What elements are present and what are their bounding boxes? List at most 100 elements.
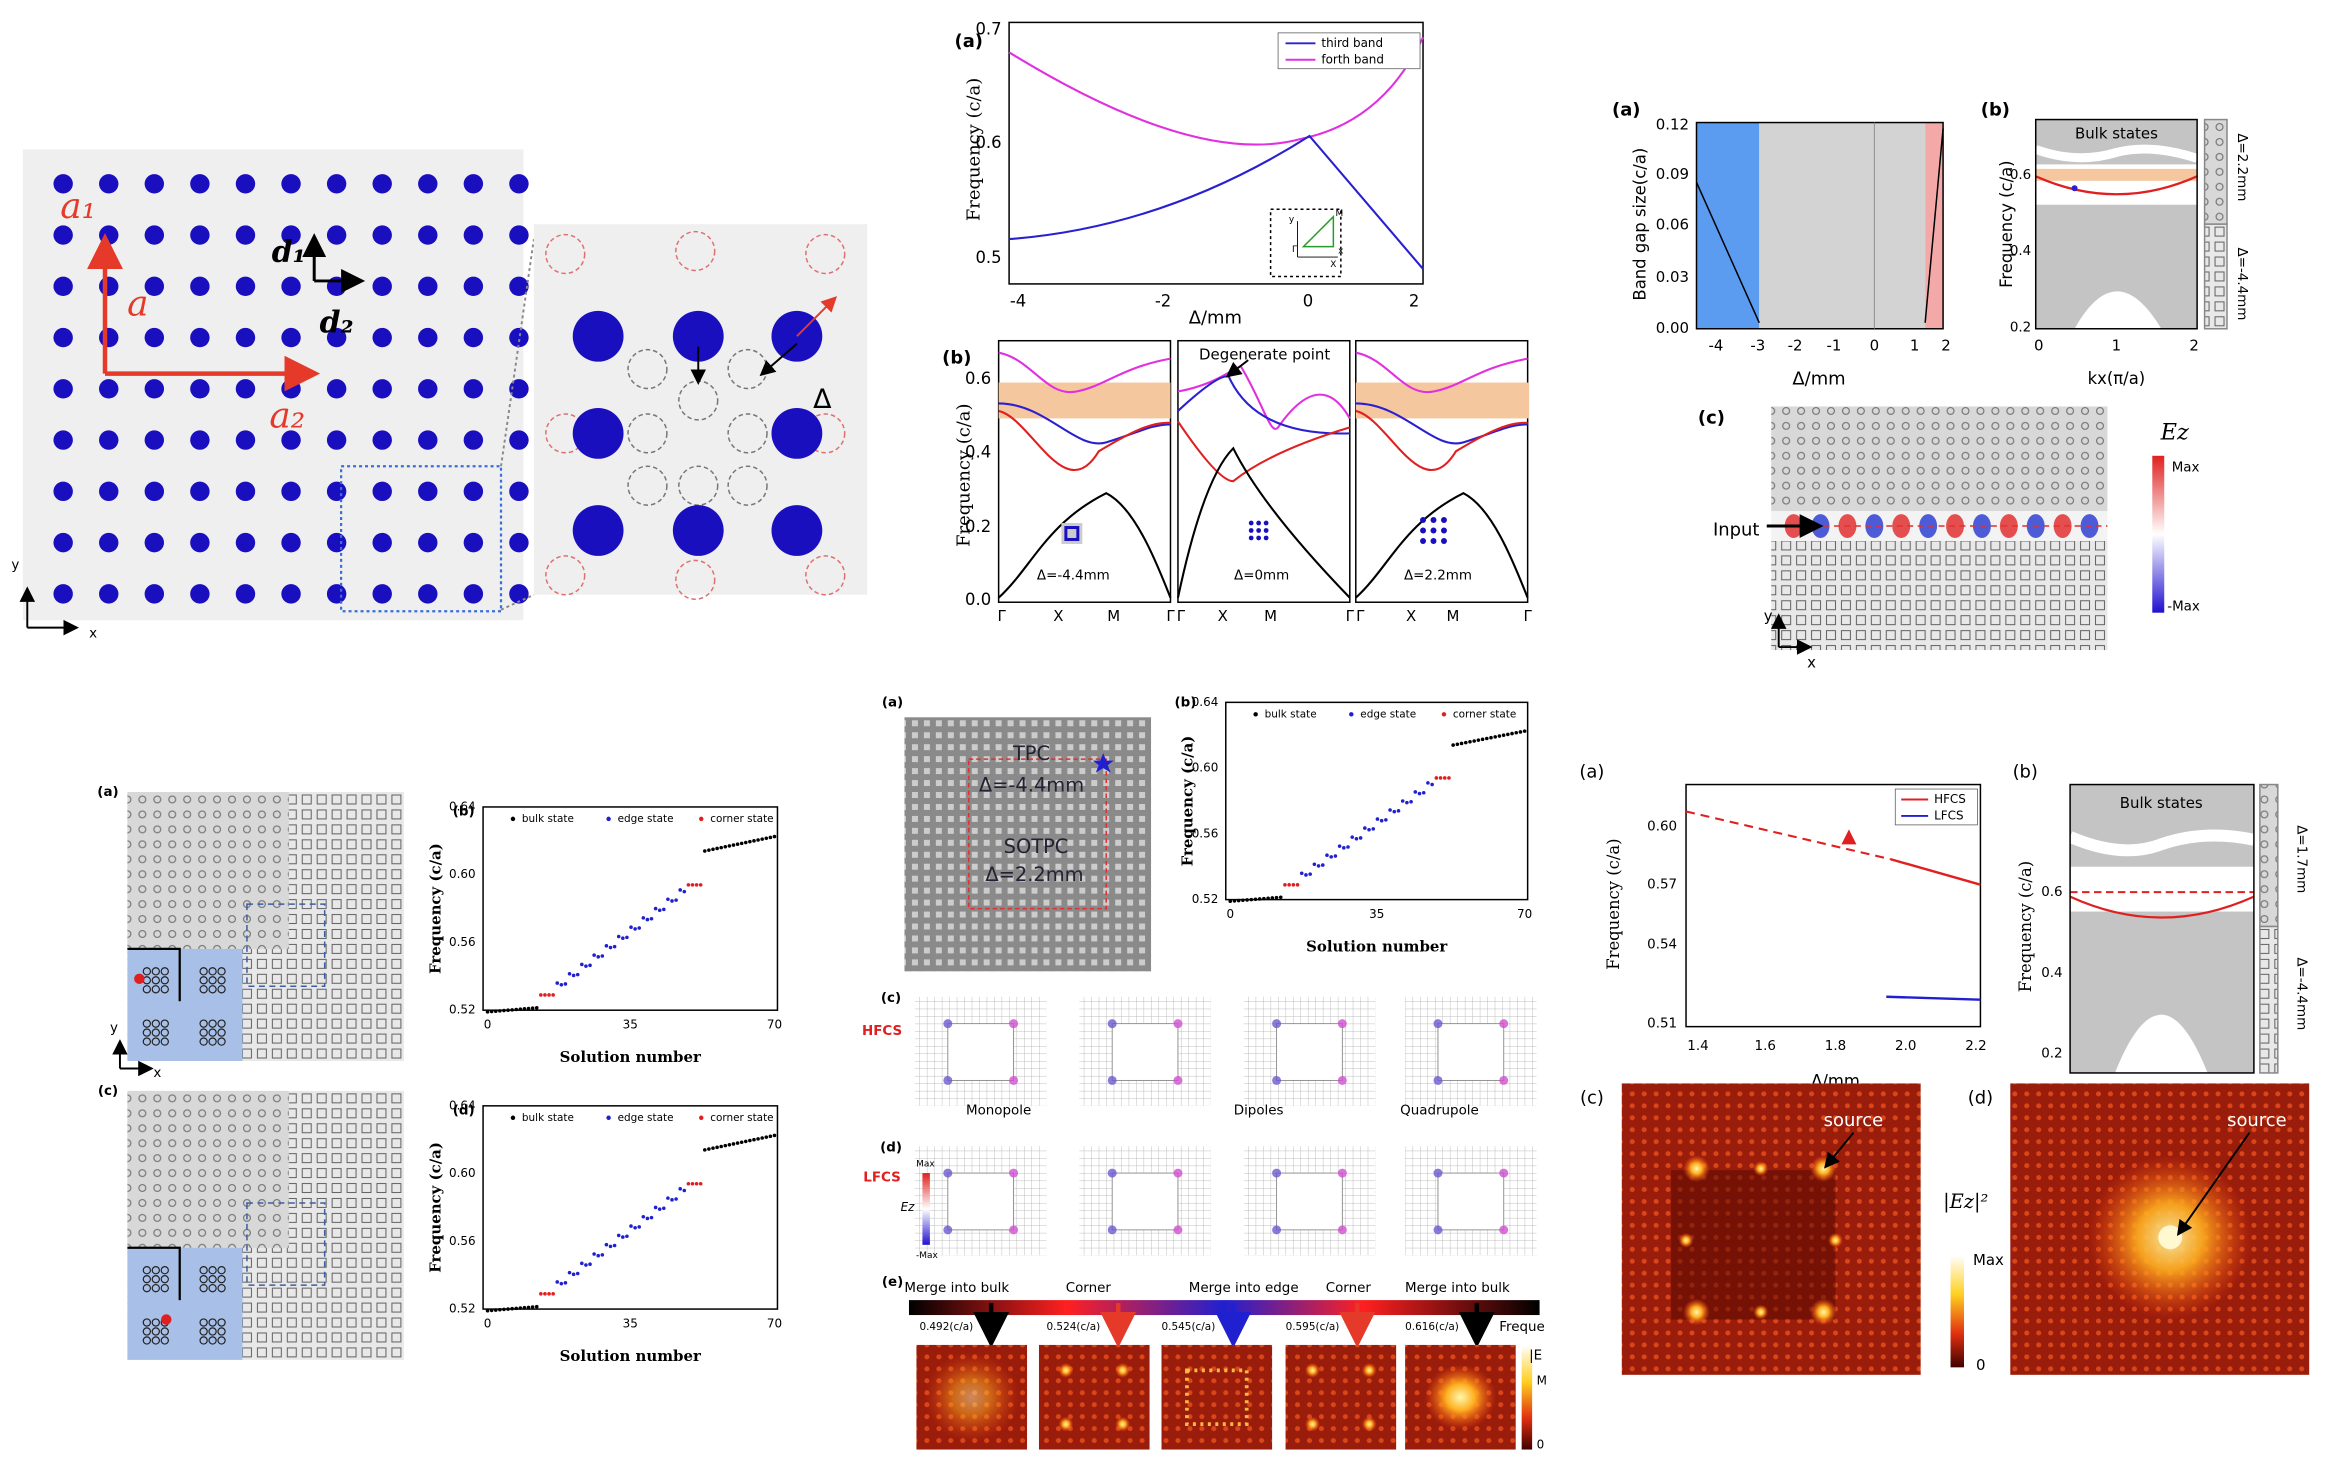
point bbox=[698, 883, 703, 887]
x-tick-label: Γ bbox=[1346, 607, 1355, 625]
dot bbox=[463, 276, 484, 297]
label: source bbox=[1824, 1110, 1884, 1131]
point bbox=[1417, 791, 1422, 796]
point bbox=[1245, 898, 1249, 902]
dot bbox=[463, 532, 484, 553]
gap bbox=[2070, 866, 2254, 912]
label: SOTPC bbox=[1004, 835, 1069, 858]
arrow bbox=[1824, 1132, 1855, 1169]
site bbox=[160, 1274, 169, 1284]
dot bbox=[372, 276, 392, 297]
dot bbox=[1248, 528, 1254, 533]
site bbox=[208, 1336, 217, 1345]
dot bbox=[1420, 527, 1427, 534]
dot bbox=[235, 174, 256, 194]
label: Δ=-4.4mm bbox=[2294, 957, 2309, 1030]
dot bbox=[1420, 517, 1427, 524]
mode-spot bbox=[1499, 1019, 1509, 1029]
point bbox=[641, 1214, 646, 1219]
point bbox=[739, 841, 744, 846]
mode-spot bbox=[943, 1168, 953, 1178]
point bbox=[1518, 730, 1523, 734]
dot bbox=[144, 532, 165, 553]
label: x bbox=[1807, 654, 1816, 672]
point bbox=[666, 1196, 670, 1200]
point bbox=[1316, 864, 1321, 868]
dot bbox=[53, 430, 73, 450]
source bbox=[134, 973, 145, 985]
point bbox=[1468, 740, 1472, 744]
label: (c) bbox=[1698, 407, 1725, 428]
site bbox=[217, 1318, 226, 1327]
point bbox=[1455, 742, 1460, 747]
point bbox=[1493, 735, 1498, 739]
label: Corner bbox=[1066, 1281, 1112, 1296]
point bbox=[522, 1305, 527, 1310]
site bbox=[199, 1037, 208, 1046]
point bbox=[690, 883, 695, 887]
label: (a) bbox=[955, 31, 983, 52]
label: corner state bbox=[710, 813, 773, 825]
point bbox=[526, 1305, 531, 1310]
dot bbox=[99, 532, 119, 553]
label: edge state bbox=[618, 1112, 674, 1124]
point bbox=[743, 1139, 748, 1144]
point bbox=[707, 1147, 711, 1151]
point bbox=[1451, 743, 1455, 747]
y-tick-label: 0.60 bbox=[1647, 819, 1677, 834]
zoom-box bbox=[246, 903, 326, 988]
glow bbox=[1058, 1416, 1074, 1432]
label: kx(π/a) bbox=[2088, 369, 2146, 388]
dot bbox=[418, 327, 438, 348]
y-tick-label: 0.5 bbox=[975, 248, 1001, 267]
site bbox=[160, 1028, 169, 1037]
curve bbox=[1176, 446, 1351, 599]
point bbox=[510, 1008, 514, 1012]
site bbox=[199, 985, 208, 994]
site bbox=[208, 1283, 217, 1293]
label: Δ=-4.4mm bbox=[979, 774, 1084, 797]
site bbox=[627, 465, 668, 506]
field-lobe bbox=[1999, 514, 2018, 538]
label: corner state bbox=[710, 1112, 773, 1124]
label: Frequency (c/a) bbox=[1997, 160, 2016, 287]
point bbox=[604, 944, 609, 948]
point bbox=[1506, 732, 1510, 737]
dot bbox=[1430, 517, 1437, 524]
point bbox=[506, 1008, 510, 1012]
point bbox=[600, 954, 605, 958]
dot bbox=[1263, 520, 1269, 526]
y-tick-label: 0.00 bbox=[1656, 319, 1689, 337]
point bbox=[698, 1181, 703, 1186]
label: forth band bbox=[1321, 52, 1384, 66]
point bbox=[534, 1304, 539, 1309]
point bbox=[493, 1308, 498, 1312]
y-tick-label: 0.4 bbox=[2010, 244, 2031, 259]
point bbox=[723, 1143, 728, 1148]
dot bbox=[235, 584, 256, 604]
mode-spot bbox=[1499, 1225, 1509, 1235]
site bbox=[627, 413, 668, 454]
label: (c) bbox=[98, 1084, 118, 1099]
legend-swatch bbox=[606, 816, 611, 822]
glow bbox=[1304, 1362, 1320, 1378]
point bbox=[670, 1198, 674, 1202]
point bbox=[707, 848, 711, 852]
label: Band gap size(c/a) bbox=[1631, 148, 1650, 301]
point bbox=[592, 953, 596, 957]
site bbox=[199, 967, 208, 976]
glow bbox=[1185, 1368, 1249, 1427]
mode-spot bbox=[1337, 1075, 1347, 1085]
x-tick-label: M bbox=[1107, 607, 1120, 625]
point bbox=[1472, 739, 1476, 743]
dot bbox=[235, 327, 256, 348]
field-core bbox=[1671, 1170, 1836, 1320]
point bbox=[559, 982, 564, 987]
label: M bbox=[1537, 1373, 1547, 1387]
legend-swatch bbox=[510, 1115, 516, 1121]
site bbox=[208, 1318, 217, 1327]
label: (a) bbox=[1579, 762, 1604, 783]
x-tick-label: -4 bbox=[1010, 291, 1026, 310]
x-tick-label: Γ bbox=[1177, 607, 1186, 625]
point bbox=[686, 1181, 691, 1186]
